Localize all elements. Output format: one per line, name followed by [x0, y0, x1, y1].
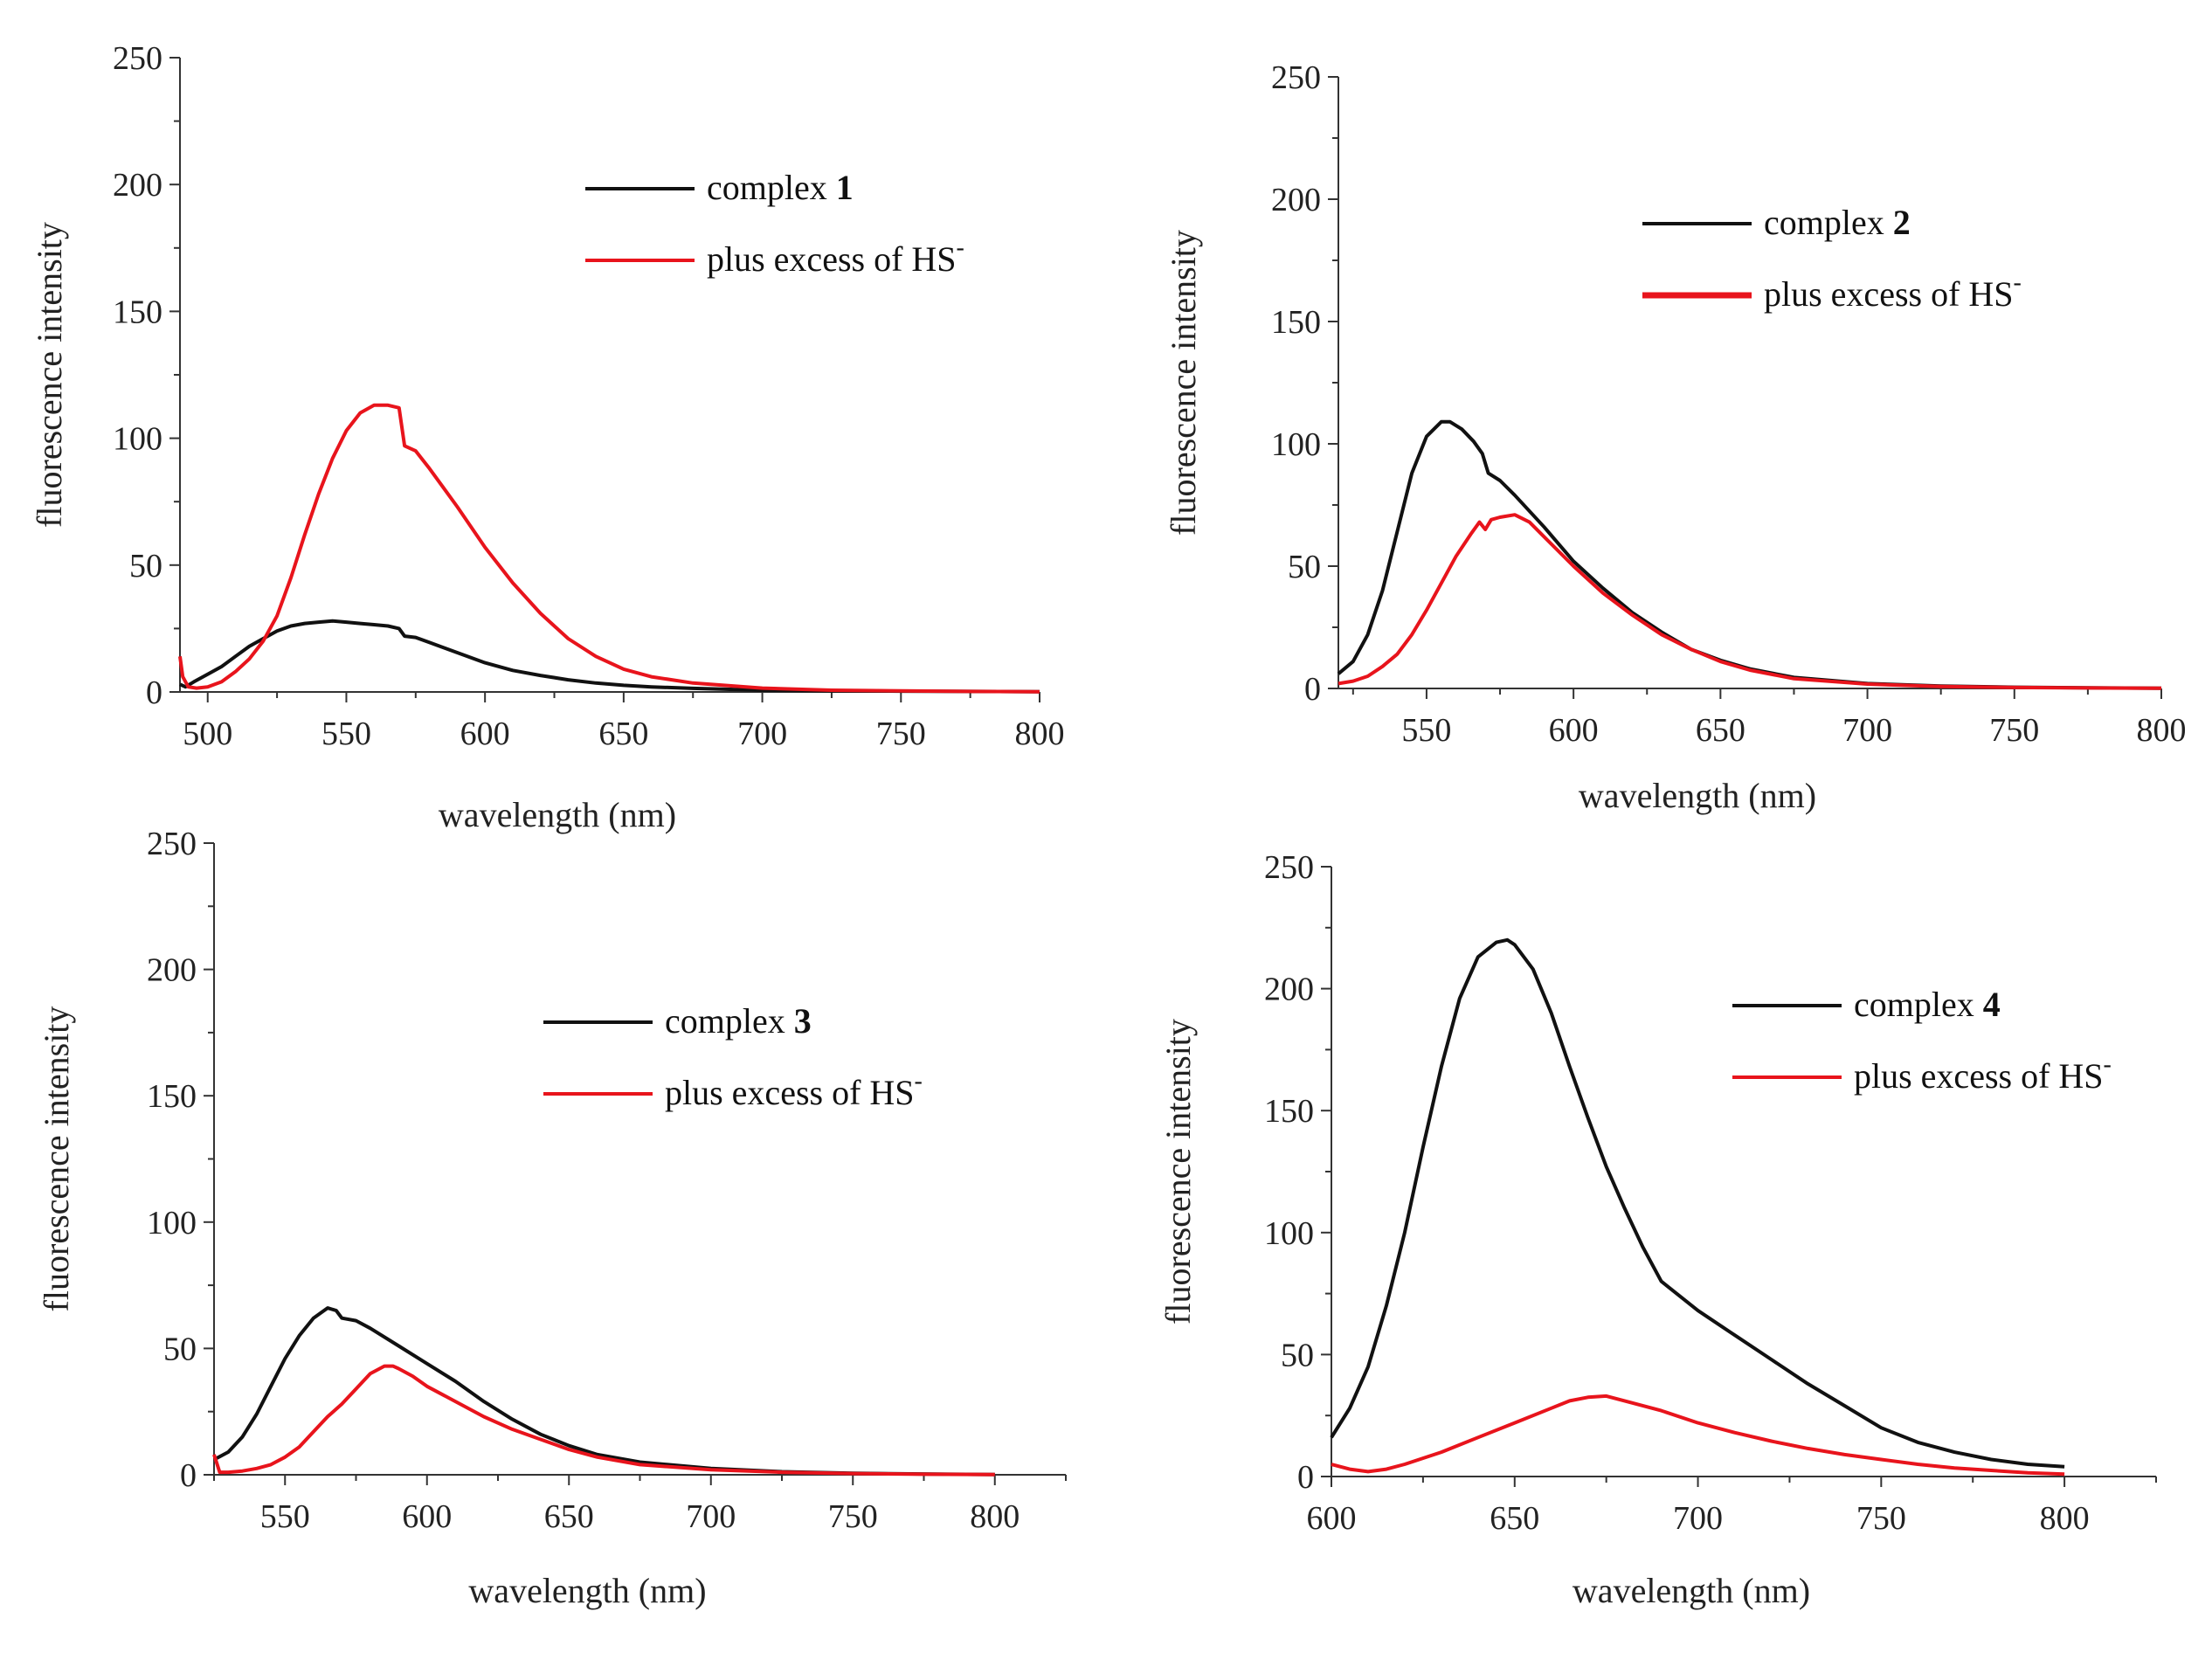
legend-superscript: - — [2104, 1051, 2112, 1078]
chart-panel-4: 0 50 100 150 200 250 600 650 700 750 800 wavelength… — [1158, 849, 2157, 1610]
chart-panel-3: 0 50 100 150 200 250 550 600 650 700 750 800 wavelen… — [37, 826, 1067, 1610]
legend-label-text: complex — [1854, 985, 1983, 1024]
y-tick-label: 50 — [1281, 1337, 1314, 1373]
y-tick-label: 100 — [147, 1205, 197, 1241]
x-tick-label: 600 — [1549, 712, 1599, 749]
y-tick-label: 100 — [1271, 426, 1321, 463]
x-tick-label: 750 — [1989, 712, 2039, 749]
y-tick-label: 200 — [113, 167, 162, 204]
x-tick-label: 700 — [737, 716, 787, 752]
legend-complex-number: 3 — [794, 1001, 812, 1041]
y-axis-title: fluorescence intensity — [30, 222, 69, 528]
legend-superscript: - — [957, 234, 964, 261]
chart-panel-2: 0 50 100 150 200 250 550 600 650 700 750 800 wavelen… — [1164, 59, 2187, 815]
x-tick-label: 800 — [1015, 716, 1065, 752]
legend-complex-number: 4 — [1983, 985, 2001, 1024]
chart-panel-1: 0 50 100 150 200 250 500 550 600 650 700 750 800 wave… — [30, 40, 1065, 834]
x-tick-label: 650 — [598, 716, 648, 752]
x-tick-label: 500 — [183, 716, 232, 752]
y-tick-label: 100 — [1264, 1215, 1314, 1252]
legend: complex 2 plus excess of HS- — [1642, 203, 2022, 314]
x-axis-title: wavelength (nm) — [1573, 1571, 1810, 1610]
y-axis-title: fluorescence intensity — [1164, 230, 1203, 536]
legend-label: complex 2 — [1764, 203, 1911, 242]
y-tick-label: 50 — [1288, 549, 1321, 585]
y-tick-label: 50 — [163, 1331, 197, 1367]
y-tick-label: 0 — [180, 1457, 197, 1494]
series-line-hs-excess — [212, 1364, 995, 1477]
series-line-hs-excess — [1338, 513, 2162, 690]
y-axis-title: fluorescence intensity — [1158, 1019, 1198, 1324]
y-axis-title: fluorescence intensity — [37, 1006, 76, 1312]
y-tick-label: 0 — [146, 674, 162, 711]
y-tick-label: 250 — [113, 40, 162, 77]
legend-label: plus excess of HS- — [1764, 269, 2022, 314]
legend-label-text: complex — [707, 168, 836, 207]
y-tick-label: 50 — [129, 548, 162, 584]
x-tick-label: 600 — [402, 1498, 452, 1535]
x-tick-label: 550 — [1401, 712, 1451, 749]
x-tick-label: 700 — [1842, 712, 1892, 749]
x-tick-label: 800 — [970, 1498, 1020, 1535]
x-tick-label: 800 — [2040, 1500, 2090, 1537]
legend-label-text: plus excess of HS — [1764, 274, 2014, 314]
legend-label-text: plus excess of HS — [1854, 1056, 2104, 1096]
y-tick-label: 250 — [1271, 59, 1321, 96]
legend-superscript: - — [915, 1068, 923, 1095]
x-tick-label: 650 — [1696, 712, 1745, 749]
y-tick-label: 250 — [147, 826, 197, 862]
y-tick-label: 200 — [1271, 182, 1321, 218]
y-tick-label: 200 — [1264, 972, 1314, 1008]
y-tick-label: 0 — [1304, 671, 1321, 708]
y-tick-label: 0 — [1297, 1459, 1314, 1496]
y-tick-label: 150 — [1264, 1093, 1314, 1130]
legend-label-text: plus excess of HS — [665, 1073, 915, 1112]
legend-complex-number: 2 — [1893, 203, 1911, 242]
series-line-hs-excess — [1331, 1394, 2065, 1477]
x-tick-label: 800 — [2137, 712, 2187, 749]
series-line-complex — [1330, 937, 2065, 1469]
legend-label-text: plus excess of HS — [707, 239, 957, 279]
x-tick-label: 750 — [828, 1498, 878, 1535]
legend-label-text: complex — [665, 1001, 794, 1041]
y-tick-label: 150 — [147, 1078, 197, 1115]
series-line-complex — [213, 1306, 995, 1477]
legend-label-text: complex — [1764, 203, 1893, 242]
legend-label: complex 4 — [1854, 985, 2001, 1024]
x-tick-label: 550 — [321, 716, 371, 752]
legend-label: plus excess of HS- — [665, 1068, 923, 1112]
x-tick-label: 750 — [1856, 1500, 1906, 1537]
legend: complex 1 plus excess of HS- — [585, 168, 964, 279]
legend: complex 4 plus excess of HS- — [1732, 985, 2112, 1096]
x-tick-label: 700 — [1673, 1500, 1723, 1537]
y-tick-label: 100 — [113, 421, 162, 458]
series-line-hs-excess — [178, 403, 1040, 694]
series-line-complex — [179, 619, 1040, 694]
legend-label: complex 1 — [707, 168, 854, 207]
legend: complex 3 plus excess of HS- — [543, 1001, 923, 1112]
legend-complex-number: 1 — [836, 168, 854, 207]
x-tick-label: 700 — [686, 1498, 736, 1535]
x-axis-title: wavelength (nm) — [468, 1571, 706, 1610]
legend-label: plus excess of HS- — [1854, 1051, 2112, 1096]
legend-superscript: - — [2014, 269, 2022, 296]
x-tick-label: 600 — [460, 716, 510, 752]
legend-label: complex 3 — [665, 1001, 812, 1041]
x-tick-label: 650 — [1490, 1500, 1539, 1537]
y-tick-label: 250 — [1264, 849, 1314, 886]
x-tick-label: 550 — [260, 1498, 310, 1535]
series-line-complex — [1337, 419, 2162, 690]
y-tick-label: 150 — [1271, 304, 1321, 341]
y-tick-label: 200 — [147, 952, 197, 989]
legend-label: plus excess of HS- — [707, 234, 964, 279]
x-tick-label: 750 — [876, 716, 926, 752]
x-axis-title: wavelength (nm) — [1579, 776, 1816, 815]
x-axis-title: wavelength (nm) — [439, 795, 676, 834]
x-tick-label: 650 — [544, 1498, 594, 1535]
x-tick-label: 600 — [1307, 1500, 1357, 1537]
y-tick-label: 150 — [113, 294, 162, 330]
